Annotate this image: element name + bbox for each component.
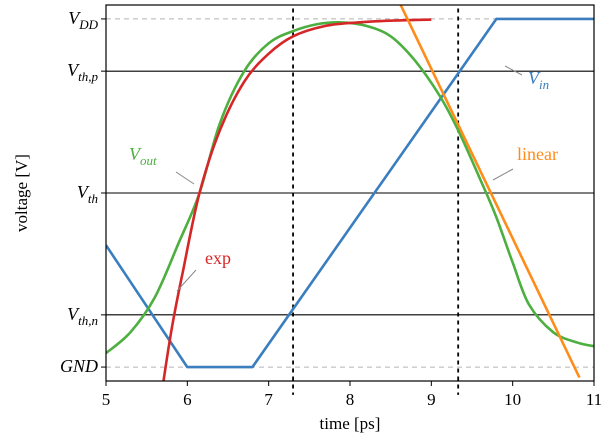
label-exp: exp [205,248,231,268]
x-axis-label: time [ps] [320,414,381,433]
annotations: Vin Vout exp linear [129,65,558,292]
series-lines [106,5,594,381]
y-axis-label: voltage [V] [12,154,31,232]
vertical-markers [292,8,460,395]
reference-label-4: VDD [68,8,98,32]
leader-vout [175,171,195,185]
x-tick-label-2: 7 [264,390,273,409]
reference-label-2: Vth [77,182,98,206]
reference-labels: GND Vth,n Vth Vth,p VDD [60,8,99,376]
x-tick-label-0: 5 [102,390,111,409]
x-tick-label-5: 10 [504,390,521,409]
leader-vin [504,65,523,76]
x-tick-label-4: 9 [427,390,436,409]
reference-label-1: Vth,n [67,304,98,328]
leader-exp [176,269,197,292]
series-vin [106,17,594,369]
label-vin: Vin [528,68,549,92]
reference-label-0: GND [60,356,98,376]
leader-linear [492,168,514,181]
series-vout [106,21,594,355]
series-exp [162,18,432,381]
x-tick-label-6: 11 [586,390,602,409]
series-linear [399,5,581,379]
x-tick-label-3: 8 [346,390,355,409]
label-vout: Vout [129,144,157,168]
reference-label-3: Vth,p [67,60,98,84]
x-tick-label-1: 6 [183,390,192,409]
x-ticks: 5 6 7 8 9 10 11 [102,381,602,409]
label-linear: linear [517,144,558,164]
